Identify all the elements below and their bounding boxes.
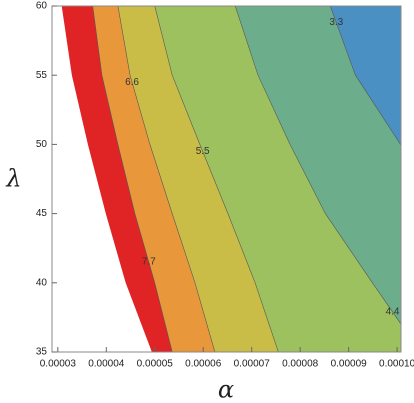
contour-label: 6.6 [125, 77, 139, 88]
contour-label: 4.4 [386, 307, 400, 318]
x-tick-label: 0.00009 [331, 359, 368, 370]
y-tick-label: 55 [36, 70, 48, 81]
x-tick-label: 0.00010 [379, 359, 414, 370]
contour-label: 5.5 [196, 146, 210, 157]
x-tick-label: 0.00005 [137, 359, 174, 370]
x-tick-label: 0.00008 [282, 359, 319, 370]
y-tick-label: 35 [36, 347, 48, 358]
band [330, 6, 401, 146]
y-tick-label: 45 [36, 208, 48, 219]
contour-line [329, 6, 401, 146]
y-tick-label: 60 [36, 1, 48, 12]
band [61, 6, 173, 352]
band [235, 6, 401, 325]
x-axis-title: α [218, 376, 234, 403]
contour-line [234, 6, 401, 325]
y-axis-title: λ [5, 165, 21, 193]
x-tick-label: 0.00003 [40, 359, 77, 370]
contour-line [154, 6, 279, 352]
band [154, 6, 401, 352]
contour-line [92, 6, 173, 352]
x-tick-label: 0.00004 [88, 359, 125, 370]
contour-label: 3.3 [329, 17, 343, 28]
x-tick-label: 0.00006 [185, 359, 222, 370]
band [92, 6, 215, 352]
y-tick-label: 50 [36, 139, 48, 150]
band [117, 6, 279, 352]
contour-label: 7.7 [142, 257, 156, 268]
plot-frame [51, 5, 402, 353]
contour-area [61, 6, 401, 352]
contour-line [117, 6, 216, 352]
y-tick-label: 40 [36, 277, 48, 288]
x-tick-label: 0.00007 [234, 359, 271, 370]
